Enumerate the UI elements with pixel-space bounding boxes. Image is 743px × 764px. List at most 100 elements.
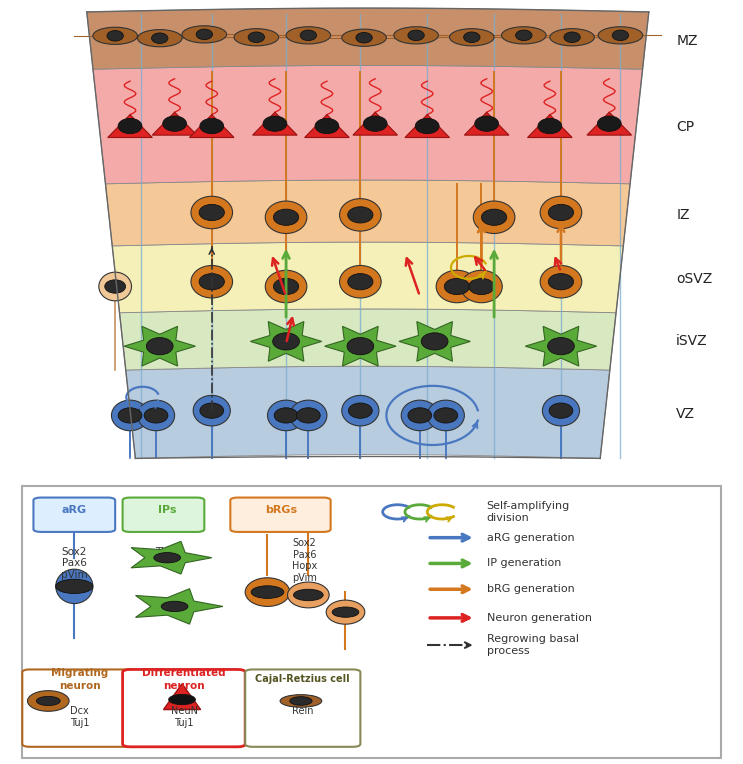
- Text: bRGs: bRGs: [265, 506, 297, 516]
- Ellipse shape: [461, 270, 502, 303]
- Polygon shape: [587, 112, 632, 135]
- Text: bRG generation: bRG generation: [487, 584, 574, 594]
- Circle shape: [290, 697, 312, 705]
- Circle shape: [248, 32, 265, 43]
- Circle shape: [146, 338, 173, 354]
- FancyBboxPatch shape: [22, 669, 137, 747]
- Text: Migrating
neuron: Migrating neuron: [51, 668, 108, 691]
- Circle shape: [118, 408, 142, 423]
- Ellipse shape: [427, 400, 464, 431]
- Circle shape: [161, 601, 188, 611]
- Circle shape: [152, 33, 168, 44]
- Circle shape: [293, 589, 323, 601]
- Polygon shape: [525, 326, 597, 366]
- Polygon shape: [152, 112, 197, 135]
- Text: IP generation: IP generation: [487, 558, 561, 568]
- Text: Pax6: Pax6: [62, 558, 87, 568]
- Text: aRG: aRG: [62, 506, 87, 516]
- Circle shape: [548, 274, 574, 290]
- Polygon shape: [131, 542, 212, 574]
- Polygon shape: [108, 115, 152, 138]
- Ellipse shape: [340, 199, 381, 231]
- Circle shape: [475, 116, 499, 131]
- Ellipse shape: [473, 201, 515, 234]
- Ellipse shape: [340, 265, 381, 298]
- Text: Pax6: Pax6: [293, 550, 317, 560]
- Polygon shape: [106, 180, 630, 246]
- Ellipse shape: [234, 28, 279, 46]
- Ellipse shape: [394, 27, 438, 44]
- Ellipse shape: [288, 582, 329, 608]
- Text: aRG generation: aRG generation: [487, 533, 574, 542]
- Text: Dcx
Tuj1: Dcx Tuj1: [70, 705, 89, 728]
- Circle shape: [469, 278, 494, 295]
- Circle shape: [263, 116, 287, 131]
- Circle shape: [154, 552, 181, 563]
- Polygon shape: [464, 112, 509, 135]
- Ellipse shape: [550, 28, 594, 46]
- Circle shape: [415, 118, 439, 134]
- Circle shape: [612, 30, 629, 40]
- Text: Tbr2: Tbr2: [155, 547, 179, 557]
- Circle shape: [548, 338, 574, 354]
- FancyBboxPatch shape: [245, 669, 360, 747]
- Circle shape: [196, 29, 212, 40]
- Text: iSVZ: iSVZ: [676, 335, 708, 348]
- Circle shape: [363, 116, 387, 131]
- Text: VZ: VZ: [676, 407, 695, 421]
- Circle shape: [408, 30, 424, 40]
- Text: Differentiated
neuron: Differentiated neuron: [143, 668, 226, 691]
- Ellipse shape: [93, 28, 137, 44]
- Circle shape: [434, 408, 458, 423]
- Polygon shape: [325, 326, 396, 366]
- Ellipse shape: [111, 400, 149, 431]
- Circle shape: [107, 31, 123, 41]
- Ellipse shape: [191, 196, 233, 228]
- Circle shape: [273, 333, 299, 350]
- Ellipse shape: [401, 400, 438, 431]
- Polygon shape: [399, 322, 470, 361]
- Polygon shape: [405, 115, 450, 138]
- Text: Regrowing basal
process: Regrowing basal process: [487, 634, 579, 656]
- Circle shape: [464, 32, 480, 43]
- Circle shape: [347, 338, 374, 354]
- Text: IPs: IPs: [158, 506, 176, 516]
- Ellipse shape: [450, 28, 494, 46]
- Ellipse shape: [182, 26, 227, 43]
- Circle shape: [597, 116, 621, 131]
- Text: Cajal-Retzius cell: Cajal-Retzius cell: [255, 675, 350, 685]
- Text: MZ: MZ: [676, 34, 698, 47]
- Polygon shape: [120, 309, 616, 370]
- Text: Neuron generation: Neuron generation: [487, 613, 591, 623]
- Circle shape: [348, 274, 373, 290]
- Polygon shape: [253, 112, 297, 135]
- Ellipse shape: [290, 400, 327, 431]
- Circle shape: [444, 278, 470, 295]
- Polygon shape: [126, 366, 610, 458]
- Text: IZ: IZ: [676, 208, 690, 222]
- Text: Self-amplifying
division: Self-amplifying division: [487, 500, 570, 523]
- Ellipse shape: [542, 396, 580, 426]
- Text: Sox2: Sox2: [293, 539, 317, 549]
- Polygon shape: [135, 589, 223, 624]
- Ellipse shape: [191, 265, 233, 298]
- Ellipse shape: [137, 30, 182, 47]
- Circle shape: [348, 403, 372, 418]
- Circle shape: [274, 408, 298, 423]
- Circle shape: [564, 32, 580, 43]
- Polygon shape: [528, 115, 572, 138]
- Circle shape: [105, 280, 126, 293]
- Text: pVim: pVim: [61, 570, 88, 580]
- Text: NeuN
Tuj1: NeuN Tuj1: [171, 705, 198, 728]
- Text: Sox2: Sox2: [62, 547, 87, 557]
- Ellipse shape: [598, 27, 643, 44]
- Circle shape: [200, 403, 224, 418]
- Text: Hopx: Hopx: [292, 562, 317, 571]
- FancyBboxPatch shape: [123, 669, 245, 747]
- Circle shape: [56, 579, 93, 594]
- Polygon shape: [124, 326, 195, 366]
- Polygon shape: [93, 66, 643, 184]
- Circle shape: [273, 209, 299, 225]
- Polygon shape: [112, 242, 623, 312]
- FancyBboxPatch shape: [123, 497, 204, 532]
